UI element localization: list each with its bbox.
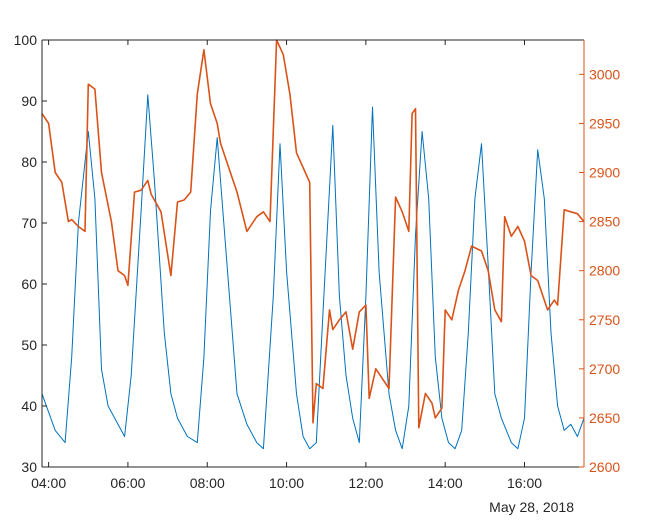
right-tick-label: 2750	[589, 312, 620, 328]
x-tick-label: 04:00	[31, 475, 66, 491]
right-tick-label: 2700	[589, 361, 620, 377]
left-tick-label: 40	[21, 398, 37, 414]
left-axis-series-line	[41, 94, 585, 450]
left-tick-label: 60	[21, 276, 37, 292]
right-axis-series-line	[41, 39, 585, 429]
left-tick-label: 50	[21, 337, 37, 353]
left-tick-label: 30	[21, 459, 37, 475]
axes-layer	[41, 39, 585, 468]
right-tick-label: 2800	[589, 263, 620, 279]
x-tick-label: 12:00	[348, 475, 383, 491]
right-tick-label: 2650	[589, 410, 620, 426]
right-tick-label: 2600	[589, 459, 620, 475]
x-tick-label: 16:00	[507, 475, 542, 491]
x-tick-label: 10:00	[269, 475, 304, 491]
left-tick-label: 100	[14, 32, 38, 48]
right-tick-label: 2950	[589, 115, 620, 131]
right-tick-label: 2850	[589, 214, 620, 230]
labels-layer: 30 40 50 60 70 80 90 100 2600 2650 2700 2750 2800 285…	[14, 32, 621, 491]
x-tick-label: 14:00	[428, 475, 463, 491]
left-tick-label: 80	[21, 154, 37, 170]
right-tick-label: 2900	[589, 165, 620, 181]
series-layer	[41, 39, 585, 450]
left-tick-label: 90	[21, 93, 37, 109]
right-tick-label: 3000	[589, 66, 620, 82]
x-tick-label: 08:00	[190, 475, 225, 491]
x-tick-label: 06:00	[110, 475, 145, 491]
left-tick-label: 70	[21, 215, 37, 231]
date-label: May 28, 2018	[489, 499, 574, 515]
